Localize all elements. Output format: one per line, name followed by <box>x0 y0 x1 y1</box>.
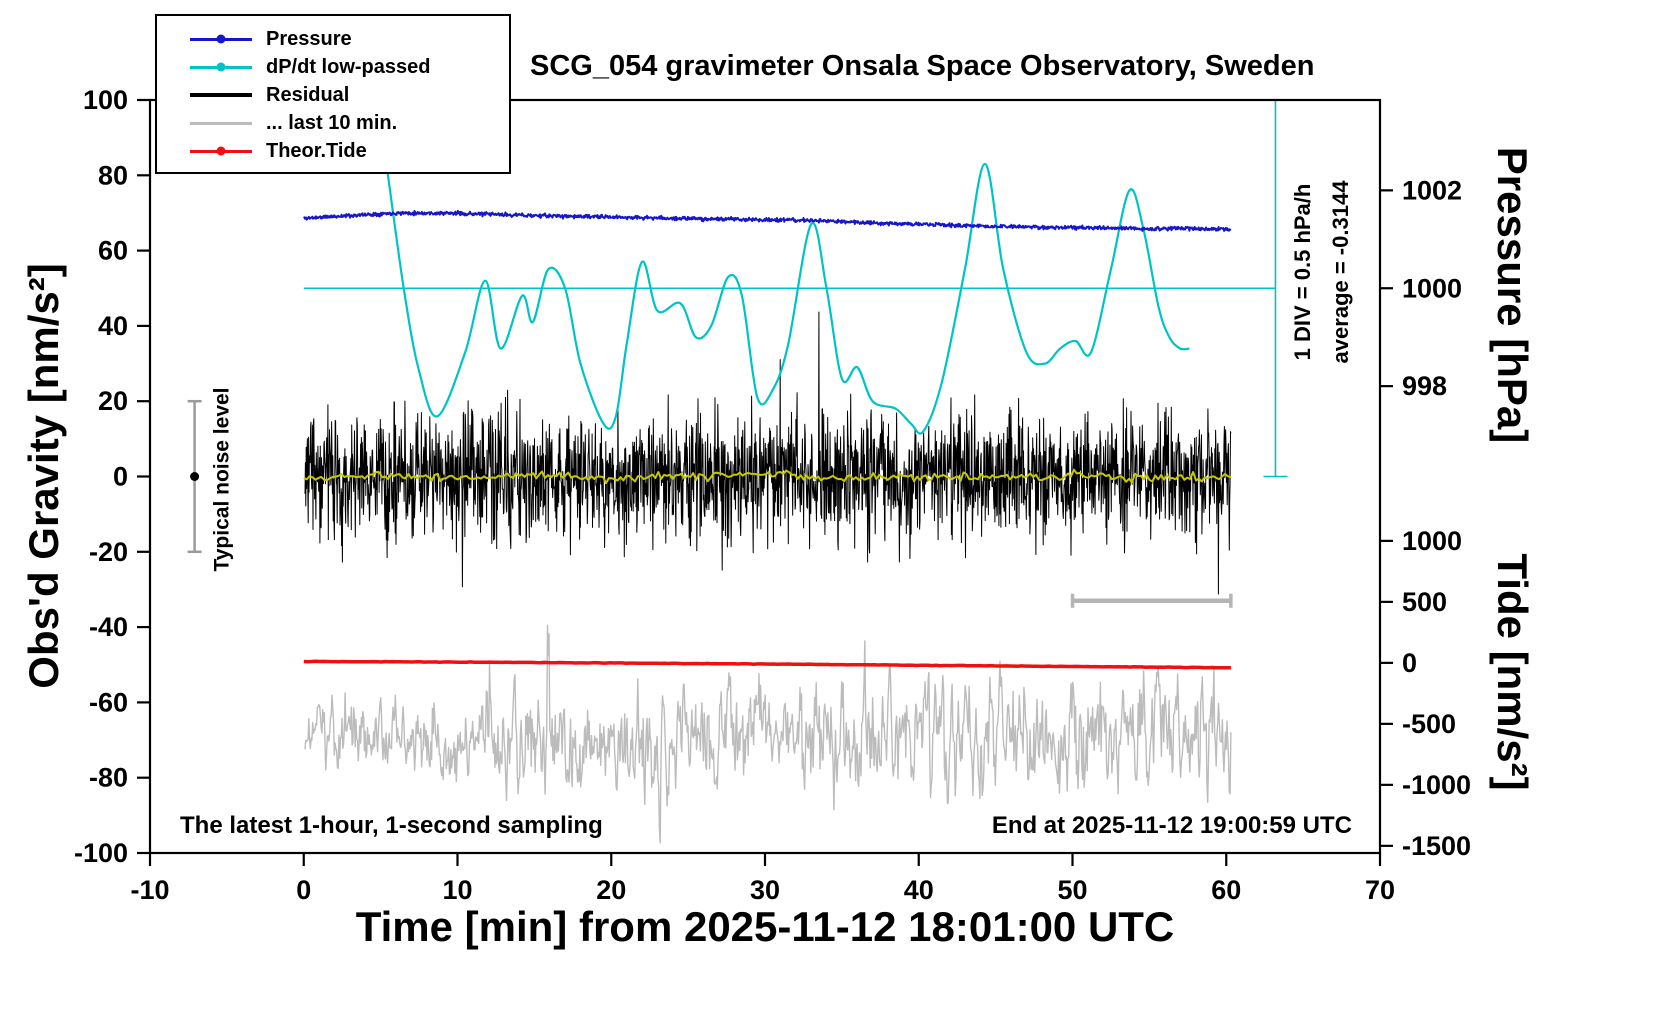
tide-tick-label: 0 <box>1402 648 1417 678</box>
legend-marker-residual <box>190 93 252 97</box>
tide-tick-label: -1500 <box>1402 831 1471 861</box>
series-pressure <box>303 209 1232 232</box>
x-tick-label: 0 <box>296 875 311 905</box>
gravity-tick-label: 80 <box>98 160 128 190</box>
gravity-tick-label: 20 <box>98 386 128 416</box>
tide-tick-label: -1000 <box>1402 770 1471 800</box>
x-axis-label: Time [min] from 2025-11-12 18:01:00 UTC <box>355 903 1175 950</box>
x-tick-label: 60 <box>1211 875 1241 905</box>
gravity-tick-label: -40 <box>89 612 128 642</box>
gravity-tick-label: 40 <box>98 311 128 341</box>
sampling-note: The latest 1-hour, 1-second sampling <box>180 812 603 839</box>
legend-item-last10min: ... last 10 min. <box>157 109 509 137</box>
x-tick-label: 70 <box>1365 875 1395 905</box>
noise-errorbar-dot <box>190 472 200 481</box>
pressure-tick-label: 1000 <box>1402 273 1462 303</box>
legend-dot-icon <box>216 146 226 156</box>
legend-label: dP/dt low-passed <box>266 55 431 78</box>
legend-marker-theortide <box>190 146 252 156</box>
legend-marker-last10min <box>190 121 252 125</box>
series-last-10-min <box>304 624 1232 844</box>
legend-item-pressure: Pressure <box>157 25 509 53</box>
average-annotation: average = -0.3144 <box>1328 180 1353 364</box>
gravity-tick-label: -20 <box>89 537 128 567</box>
legend-item-dpdt: dP/dt low-passed <box>157 53 509 81</box>
pressure-tick-label: 1002 <box>1402 175 1462 205</box>
legend-marker-dpdt <box>190 62 252 72</box>
legend-dot-icon <box>216 62 226 72</box>
legend-label: Residual <box>266 83 350 106</box>
plot-series-group <box>303 100 1288 844</box>
legend-marker-pressure <box>190 34 252 44</box>
y-axis-label-tide: Tide [nm/s²] <box>1489 553 1536 791</box>
gravity-tick-label: -80 <box>89 763 128 793</box>
legend-label: ... last 10 min. <box>266 111 398 134</box>
chart-title: SCG_054 gravimeter Onsala Space Observat… <box>530 50 1315 82</box>
legend-dot-icon <box>216 34 226 44</box>
x-tick-label: 10 <box>442 875 472 905</box>
x-tick-label: 40 <box>904 875 934 905</box>
legend: Pressure dP/dt low-passed Residual ... l… <box>155 14 511 174</box>
tide-tick-label: 1000 <box>1402 526 1462 556</box>
legend-item-residual: Residual <box>157 81 509 109</box>
gravity-tick-label: -60 <box>89 687 128 717</box>
gravity-tick-label: 60 <box>98 236 128 266</box>
x-tick-label: 50 <box>1057 875 1087 905</box>
gravity-tick-label: -100 <box>74 838 128 868</box>
series-residual-low-passed <box>303 468 1232 485</box>
noise-level-annotation: Typical noise level <box>210 387 234 572</box>
legend-label: Pressure <box>266 27 352 50</box>
series-dp-dt-low-passed <box>374 100 1190 435</box>
y-axis-label-gravity: Obs'd Gravity [nm/s²] <box>20 263 67 689</box>
div-scale-annotation: 1 DIV = 0.5 hPa/h <box>1290 183 1315 361</box>
x-tick-label: 20 <box>596 875 626 905</box>
legend-item-theortide: Theor.Tide <box>157 137 509 165</box>
gravity-tick-label: 0 <box>113 462 128 492</box>
gravity-tick-label: 100 <box>83 85 128 115</box>
tide-tick-label: 500 <box>1402 587 1447 617</box>
end-time-note: End at 2025-11-12 19:00:59 UTC <box>991 812 1352 839</box>
x-tick-label: -10 <box>130 875 169 905</box>
tide-tick-label: -500 <box>1402 709 1456 739</box>
legend-label: Theor.Tide <box>266 139 367 162</box>
x-tick-label: 30 <box>750 875 780 905</box>
series-residual <box>304 311 1232 595</box>
series-theor-tide <box>303 659 1231 670</box>
pressure-tick-label: 998 <box>1402 371 1447 401</box>
